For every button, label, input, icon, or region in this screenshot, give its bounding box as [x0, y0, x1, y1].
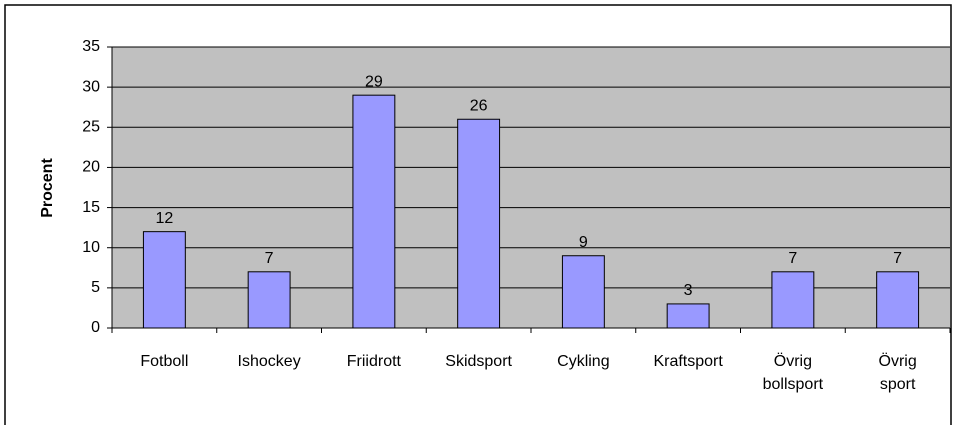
x-tick-label: Fotboll: [140, 353, 188, 370]
y-tick-label: 5: [91, 279, 100, 296]
y-tick-label: 10: [82, 239, 100, 256]
bar: [666, 303, 710, 329]
bar: [352, 94, 396, 329]
x-tick-label: Kraftsport: [653, 353, 723, 370]
data-label: 7: [265, 250, 274, 267]
y-tick-label: 0: [91, 319, 100, 336]
bar: [247, 271, 291, 329]
x-tick-label: Friidrott: [347, 353, 402, 370]
data-label: 3: [684, 282, 693, 299]
data-label: 12: [155, 210, 173, 227]
data-label: 7: [893, 250, 902, 267]
plot-area: [112, 47, 950, 328]
y-tick-label: 30: [82, 78, 100, 95]
bar: [561, 255, 605, 329]
y-axis-label: Procent: [39, 158, 56, 218]
bar: [876, 271, 920, 329]
data-label: 7: [788, 250, 797, 267]
data-label: 9: [579, 234, 588, 251]
x-tick-label: Ishockey: [238, 353, 301, 370]
bar: [771, 271, 815, 329]
x-tick-label: Skidsport: [445, 353, 512, 370]
x-tick-label: Cykling: [557, 353, 609, 370]
y-tick-label: 15: [82, 199, 100, 216]
y-tick-label: 20: [82, 159, 100, 176]
data-label: 26: [470, 97, 488, 114]
bar: [457, 118, 501, 329]
y-tick-label: 25: [82, 119, 100, 136]
bar: [142, 231, 186, 329]
y-tick-label: 35: [82, 38, 100, 55]
x-tick-label: Övrig sport: [879, 352, 917, 393]
x-tick-label: Övrig bollsport: [763, 352, 824, 393]
data-label: 29: [365, 73, 383, 90]
